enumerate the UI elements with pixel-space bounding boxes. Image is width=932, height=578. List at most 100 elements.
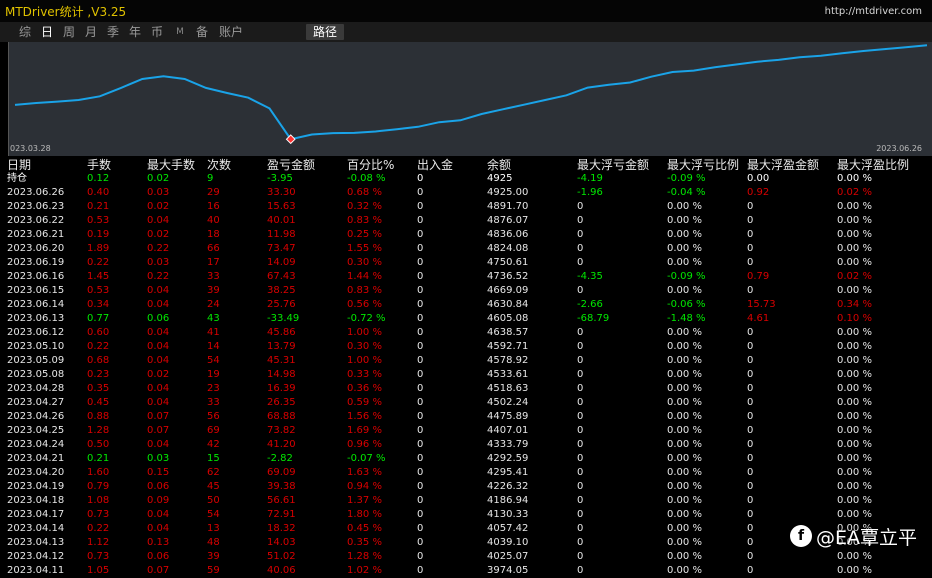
table-header: 日期 手数 最大手数 次数 盈亏金额 百分比% 出入金 余额 最大浮亏金额 最大浮亏比例 最大浮盈金… bbox=[0, 158, 932, 172]
tab-0[interactable]: 综 bbox=[18, 25, 31, 39]
cell-max-float-profit-pct: 最大浮盈比例 bbox=[837, 158, 910, 172]
cell-pct: 0.83 % bbox=[347, 215, 382, 226]
tab-6[interactable]: 币 bbox=[150, 25, 163, 39]
cell-deposit: 0 bbox=[417, 201, 424, 212]
cell-date: 2023.04.11 bbox=[7, 565, 65, 576]
cell-date: 2023.04.25 bbox=[7, 425, 65, 436]
cell-pnl: 18.32 bbox=[267, 523, 296, 534]
cell-max-float-profit-pct: 0.00 % bbox=[837, 173, 872, 184]
cell-lots: 0.60 bbox=[87, 327, 110, 338]
cell-max-float-profit: 4.61 bbox=[747, 313, 770, 324]
website-link[interactable]: http://mtdriver.com bbox=[824, 6, 922, 17]
cell-pct: -0.08 % bbox=[347, 173, 386, 184]
watermark-text: @EA覃立平 bbox=[816, 527, 918, 549]
cell-max-float-profit: 0 bbox=[747, 467, 754, 478]
cell-deposit: 0 bbox=[417, 257, 424, 268]
cell-balance: 4186.94 bbox=[487, 495, 529, 506]
cell-count: 15 bbox=[207, 453, 220, 464]
cell-max-lots: 0.04 bbox=[147, 215, 170, 226]
cell-pct: 1.55 % bbox=[347, 243, 382, 254]
table-row: 2023.06.23 0.21 0.02 16 15.63 0.32 % 0 4891.70 0… bbox=[0, 200, 932, 214]
tab-8[interactable]: 备 bbox=[195, 25, 208, 39]
cell-date: 2023.05.08 bbox=[7, 369, 65, 380]
cell-max-float-profit: 0 bbox=[747, 257, 754, 268]
cell-balance: 4592.71 bbox=[487, 341, 529, 352]
cell-lots: 0.88 bbox=[87, 411, 110, 422]
tab-5[interactable]: 年 bbox=[128, 25, 141, 39]
tab-4[interactable]: 季 bbox=[106, 25, 119, 39]
cell-count: 54 bbox=[207, 355, 220, 366]
cell-balance: 4750.61 bbox=[487, 257, 529, 268]
tab-9[interactable]: 账户 bbox=[218, 25, 243, 39]
cell-deposit: 0 bbox=[417, 229, 424, 240]
cell-max-float-profit-pct: 0.00 % bbox=[837, 425, 872, 436]
cell-pct: 0.25 % bbox=[347, 229, 382, 240]
cell-max-lots: 0.06 bbox=[147, 481, 170, 492]
cell-max-float-profit-pct: 0.00 % bbox=[837, 355, 872, 366]
cell-max-float-profit-pct: 0.00 % bbox=[837, 495, 872, 506]
cell-balance: 4925 bbox=[487, 173, 513, 184]
cell-deposit: 0 bbox=[417, 425, 424, 436]
cell-lots: 1.60 bbox=[87, 467, 110, 478]
cell-pnl: 72.91 bbox=[267, 509, 296, 520]
cell-max-float-loss: 0 bbox=[577, 537, 584, 548]
cell-count: 17 bbox=[207, 257, 220, 268]
cell-lots: 0.22 bbox=[87, 257, 110, 268]
cell-lots: 0.73 bbox=[87, 551, 110, 562]
tab-7[interactable]: M bbox=[176, 27, 184, 37]
tab-2[interactable]: 周 bbox=[62, 25, 75, 39]
cell-balance: 4891.70 bbox=[487, 201, 529, 212]
tab-10[interactable]: 路径 bbox=[306, 24, 344, 40]
cell-max-float-loss-pct: 0.00 % bbox=[667, 425, 702, 436]
cell-max-float-loss-pct: 0.00 % bbox=[667, 243, 702, 254]
cell-lots: 0.21 bbox=[87, 453, 110, 464]
app-title: MTDriver统计 ,V3.25 bbox=[5, 5, 127, 19]
cell-max-float-profit: 0 bbox=[747, 565, 754, 576]
cell-count: 39 bbox=[207, 551, 220, 562]
cell-count: 9 bbox=[207, 173, 214, 184]
cell-count: 43 bbox=[207, 313, 220, 324]
cell-date: 2023.04.20 bbox=[7, 467, 65, 478]
cell-deposit: 0 bbox=[417, 215, 424, 226]
cell-pnl: 45.86 bbox=[267, 327, 296, 338]
cell-balance: 4578.92 bbox=[487, 355, 529, 366]
cell-deposit: 0 bbox=[417, 285, 424, 296]
cell-balance: 4824.08 bbox=[487, 243, 529, 254]
cell-max-float-profit: 15.73 bbox=[747, 299, 776, 310]
cell-max-lots: 0.02 bbox=[147, 201, 170, 212]
table-row: 2023.06.21 0.19 0.02 18 11.98 0.25 % 0 4836.06 0… bbox=[0, 228, 932, 242]
cell-count: 54 bbox=[207, 509, 220, 520]
cell-max-float-loss: 0 bbox=[577, 467, 584, 478]
cell-deposit: 0 bbox=[417, 537, 424, 548]
table-row: 2023.04.17 0.73 0.04 54 72.91 1.80 % 0 4130.33 0… bbox=[0, 508, 932, 522]
cell-max-float-loss-pct: 0.00 % bbox=[667, 495, 702, 506]
cell-max-float-profit: 0 bbox=[747, 509, 754, 520]
cell-pnl: 68.88 bbox=[267, 411, 296, 422]
cell-balance: 4605.08 bbox=[487, 313, 529, 324]
cell-count: 69 bbox=[207, 425, 220, 436]
cell-balance: 4475.89 bbox=[487, 411, 529, 422]
tab-3[interactable]: 月 bbox=[84, 25, 97, 39]
table-row: 2023.06.19 0.22 0.03 17 14.09 0.30 % 0 4750.61 0… bbox=[0, 256, 932, 270]
cell-max-float-loss: 0 bbox=[577, 481, 584, 492]
cell-date: 日期 bbox=[7, 158, 32, 172]
cell-balance: 4292.59 bbox=[487, 453, 529, 464]
table-row: 2023.06.26 0.40 0.03 29 33.30 0.68 % 0 4925.00 -… bbox=[0, 186, 932, 200]
cell-max-float-profit: 0 bbox=[747, 453, 754, 464]
cell-lots: 0.34 bbox=[87, 299, 110, 310]
cell-date: 2023.06.26 bbox=[7, 187, 65, 198]
cell-max-float-profit-pct: 0.00 % bbox=[837, 369, 872, 380]
cell-pnl: 26.35 bbox=[267, 397, 296, 408]
cell-pct: 1.00 % bbox=[347, 327, 382, 338]
chart-end-date: 2023.06.26 bbox=[876, 144, 922, 153]
cell-max-lots: 最大手数 bbox=[147, 158, 196, 172]
cell-max-float-profit-pct: 0.00 % bbox=[837, 383, 872, 394]
cell-max-float-profit: 0 bbox=[747, 551, 754, 562]
cell-pnl: 盈亏金额 bbox=[267, 158, 316, 172]
cell-balance: 4876.07 bbox=[487, 215, 529, 226]
cell-count: 29 bbox=[207, 187, 220, 198]
cell-max-lots: 0.07 bbox=[147, 565, 170, 576]
cell-max-lots: 0.03 bbox=[147, 453, 170, 464]
tab-1[interactable]: 日 bbox=[40, 25, 53, 39]
cell-deposit: 0 bbox=[417, 355, 424, 366]
